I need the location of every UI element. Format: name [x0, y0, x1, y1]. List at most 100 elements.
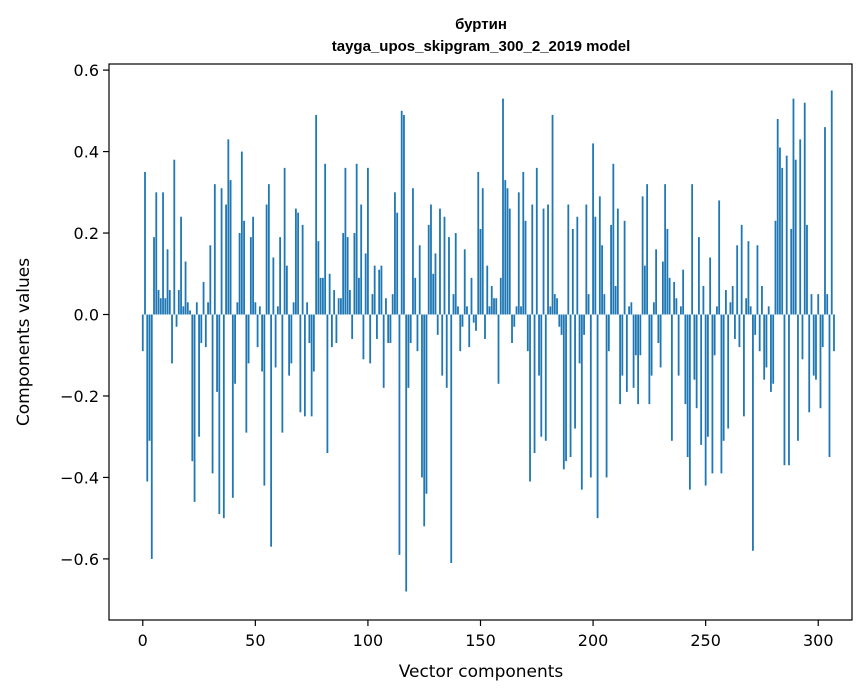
bar — [650, 314, 653, 376]
bar — [754, 314, 757, 335]
bar — [436, 314, 439, 335]
bar — [229, 180, 232, 315]
bar — [776, 118, 779, 315]
bar — [700, 314, 703, 445]
bar — [772, 314, 775, 384]
bar — [427, 224, 430, 315]
bar — [725, 290, 727, 315]
bar — [243, 220, 245, 315]
bar — [603, 294, 606, 315]
bar — [522, 171, 525, 315]
bar — [596, 314, 599, 519]
bar — [819, 314, 822, 409]
bar — [524, 220, 527, 315]
bar — [497, 314, 500, 384]
bar — [704, 314, 707, 486]
bar — [234, 314, 236, 384]
bar — [486, 265, 489, 315]
bar — [450, 314, 453, 563]
bar — [457, 306, 459, 315]
bar — [155, 192, 158, 315]
bar — [267, 184, 270, 315]
bar — [439, 208, 441, 315]
bar — [459, 314, 462, 352]
bar — [236, 302, 239, 315]
bar — [637, 314, 640, 405]
bar — [218, 314, 221, 515]
y-axis-ticks: −0.6 −0.4 −0.2 0.0 0.2 0.4 0.6 — [60, 61, 109, 569]
bar — [247, 314, 250, 364]
bar — [272, 257, 275, 315]
bar — [677, 314, 680, 376]
bar — [256, 314, 259, 348]
bar — [830, 90, 833, 315]
bar — [538, 314, 540, 376]
bar — [646, 184, 649, 315]
bar — [470, 277, 473, 315]
bar — [670, 314, 673, 441]
bar — [171, 314, 173, 364]
bar — [785, 155, 788, 315]
bar — [475, 314, 477, 331]
bar — [373, 265, 376, 315]
bar — [616, 208, 619, 315]
bar — [376, 314, 378, 339]
bar — [562, 314, 565, 470]
bar — [508, 208, 511, 315]
bar — [549, 306, 552, 315]
bar — [657, 314, 660, 344]
bar — [434, 253, 437, 315]
bar — [574, 314, 576, 429]
bar — [292, 302, 295, 315]
bar — [722, 314, 725, 441]
bar — [790, 228, 793, 315]
bar — [589, 314, 592, 478]
bar — [747, 241, 750, 315]
x-tick-label: 100 — [353, 631, 384, 650]
bar — [398, 314, 401, 555]
bar — [477, 171, 480, 315]
bar — [364, 253, 367, 315]
bar — [734, 314, 736, 339]
bar — [661, 261, 664, 315]
x-tick-label: 250 — [690, 631, 721, 650]
y-tick-label: −0.4 — [60, 468, 99, 487]
x-tick-label: 300 — [803, 631, 834, 650]
bar — [716, 306, 718, 315]
bar — [324, 163, 327, 315]
bar — [731, 285, 734, 315]
bar — [495, 298, 498, 315]
bar — [783, 314, 786, 466]
bar — [331, 314, 333, 348]
bar — [540, 314, 543, 437]
bar — [736, 245, 739, 315]
bar — [207, 302, 209, 315]
bar — [770, 314, 772, 392]
bar — [175, 314, 178, 327]
bar — [679, 306, 682, 315]
bar — [301, 224, 304, 315]
bar — [488, 306, 491, 315]
bar — [585, 204, 588, 315]
bar — [423, 314, 426, 527]
bar — [634, 314, 637, 356]
bar — [396, 212, 399, 315]
bar — [587, 294, 590, 315]
bar — [740, 224, 743, 315]
bar — [342, 233, 345, 315]
bar — [448, 237, 450, 315]
bar — [294, 208, 297, 315]
bar — [531, 204, 534, 315]
bar — [328, 273, 331, 315]
chart-title-line1: буртин — [455, 16, 507, 33]
bar — [682, 269, 685, 315]
bar — [333, 290, 336, 315]
bar — [556, 298, 558, 315]
bar — [367, 167, 369, 315]
bar — [303, 314, 306, 417]
bar — [445, 314, 448, 388]
bar — [168, 290, 171, 315]
bar — [202, 281, 205, 315]
bar — [623, 220, 626, 315]
bar — [276, 306, 279, 315]
